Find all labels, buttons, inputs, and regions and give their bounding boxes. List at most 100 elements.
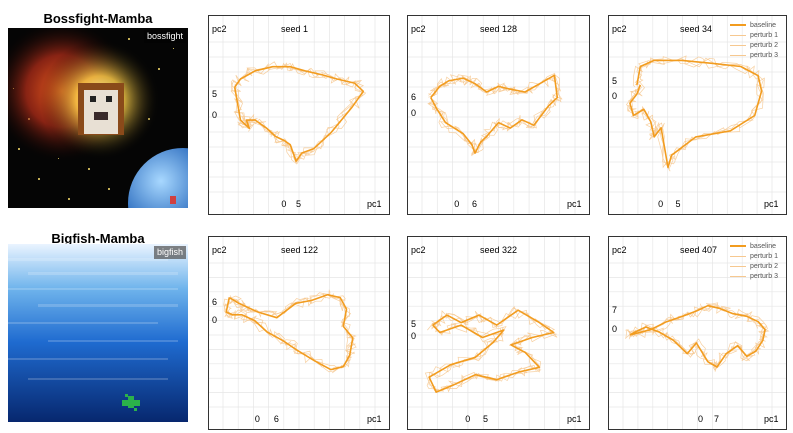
y-axis-label: pc2	[612, 245, 627, 255]
perturb-2-line	[224, 289, 357, 374]
perturb-3-line	[230, 61, 365, 164]
x-tick-label: 0	[465, 414, 471, 424]
y-tick-label: 0	[212, 109, 218, 120]
baseline-line	[629, 304, 766, 368]
y-axis-label: pc2	[212, 245, 227, 255]
y-axis-label: pc2	[212, 24, 227, 34]
legend: baseline perturb 1 perturb 2 perturb 3	[729, 20, 778, 60]
x-axis-label: pc1	[764, 199, 779, 209]
y-tick-label: 0	[411, 108, 417, 119]
perturb-2-line	[427, 73, 563, 154]
chart-title: seed 322	[480, 245, 518, 255]
bigfish-tag: bigfish	[153, 246, 186, 259]
x-tick-label: 0	[281, 199, 287, 209]
y-tick-label: 0	[411, 331, 417, 342]
bossfight-scene-svg	[8, 28, 188, 208]
baseline-line	[225, 293, 354, 371]
row1-title: Bossfight-Mamba	[43, 11, 153, 26]
x-tick-label: 6	[273, 414, 279, 424]
perturb-2-line	[424, 309, 556, 392]
x-tick-label: 0	[658, 199, 664, 209]
chart-title: seed 34	[680, 24, 713, 34]
chart-svg	[408, 16, 589, 214]
x-tick-label: 7	[713, 414, 719, 424]
baseline-line	[233, 65, 365, 162]
perturb-1-line	[231, 62, 365, 165]
legend-label: perturb 3	[749, 51, 778, 59]
y-tick-label: 5	[612, 75, 618, 86]
chart-panel-seed-34: seed 34 pc2 pc1 0 5 0 5 baseline perturb 1 pertur…	[608, 15, 787, 215]
legend-item: perturb 1	[729, 251, 778, 261]
perturb-3-line	[427, 72, 562, 156]
chart-panel-seed-128: seed 128 pc2 pc1 0 6 0 6	[407, 15, 590, 215]
perturb-2-line	[626, 55, 764, 169]
y-tick-label: 0	[612, 323, 618, 334]
y-tick-label: 0	[612, 91, 618, 102]
legend-item: perturb 3	[729, 50, 778, 60]
chart-title: seed 122	[281, 245, 319, 255]
chart-panel-seed-122: seed 122 pc2 pc1 0 6 0 6	[208, 236, 390, 430]
legend-swatch	[729, 245, 746, 247]
x-tick-label: 0	[697, 414, 703, 424]
y-axis-label: pc2	[411, 24, 426, 34]
x-axis-label: pc1	[367, 199, 382, 209]
baseline-line	[430, 74, 559, 154]
legend-label: perturb 2	[749, 262, 778, 270]
x-tick-label: 5	[296, 199, 302, 209]
legend-swatch	[729, 44, 746, 46]
grid	[408, 16, 589, 214]
bigfish-game-image: bigfish	[8, 244, 188, 422]
legend-label: baseline	[749, 21, 777, 29]
bossfight-tag: bossfight	[143, 30, 186, 43]
perturb-2-line	[230, 62, 367, 160]
legend-item: baseline	[729, 241, 778, 251]
baseline-line	[629, 59, 763, 169]
y-axis-label: pc2	[411, 245, 426, 255]
legend-swatch	[729, 54, 746, 56]
legend-item: perturb 2	[729, 261, 778, 271]
x-axis-label: pc1	[567, 414, 582, 424]
legend-label: perturb 1	[749, 252, 778, 260]
legend-item: perturb 2	[729, 40, 778, 50]
x-axis-label: pc1	[567, 199, 582, 209]
y-tick-label: 6	[212, 297, 218, 308]
perturb-3-line	[223, 293, 356, 371]
grid	[408, 237, 589, 429]
legend-swatch	[729, 24, 746, 26]
bigfish-scene-svg	[8, 244, 188, 422]
chart-svg	[609, 16, 786, 214]
chart-svg	[609, 237, 786, 429]
legend-swatch	[729, 265, 746, 267]
x-tick-label: 5	[483, 414, 489, 424]
legend-item: perturb 3	[729, 271, 778, 281]
legend-item: perturb 1	[729, 30, 778, 40]
grid	[209, 237, 389, 429]
bossfight-game-image: bossfight	[8, 28, 188, 208]
chart-svg	[209, 16, 389, 214]
legend-label: perturb 2	[749, 41, 778, 49]
chart-svg	[408, 237, 589, 429]
y-tick-label: 0	[212, 314, 218, 325]
row2-title: Bigfish-Mamba	[51, 231, 145, 246]
chart-title: seed 128	[480, 24, 518, 34]
x-tick-label: 6	[471, 199, 477, 209]
legend-swatch	[729, 255, 746, 257]
chart-title: seed 1	[281, 24, 309, 34]
y-tick-label: 5	[411, 319, 417, 330]
legend-label: perturb 1	[749, 31, 778, 39]
chart-panel-seed-1: seed 1 pc2 pc1 0 5 0 5	[208, 15, 390, 215]
legend-swatch	[729, 275, 746, 277]
chart-title: seed 407	[680, 245, 718, 255]
y-axis-label: pc2	[612, 24, 627, 34]
x-axis-label: pc1	[764, 414, 779, 424]
legend-swatch	[729, 34, 746, 36]
y-tick-label: 5	[212, 89, 218, 100]
y-tick-label: 7	[612, 305, 618, 315]
y-tick-label: 6	[411, 91, 417, 102]
legend-label: perturb 3	[749, 272, 778, 280]
chart-panel-seed-407: seed 407 pc2 pc1 0 7 0 7 baseline perturb 1 pertu…	[608, 236, 787, 430]
x-tick-label: 0	[454, 199, 460, 209]
legend-label: baseline	[749, 242, 777, 250]
x-tick-label: 0	[254, 414, 260, 424]
legend: baseline perturb 1 perturb 2 perturb 3	[729, 241, 778, 281]
